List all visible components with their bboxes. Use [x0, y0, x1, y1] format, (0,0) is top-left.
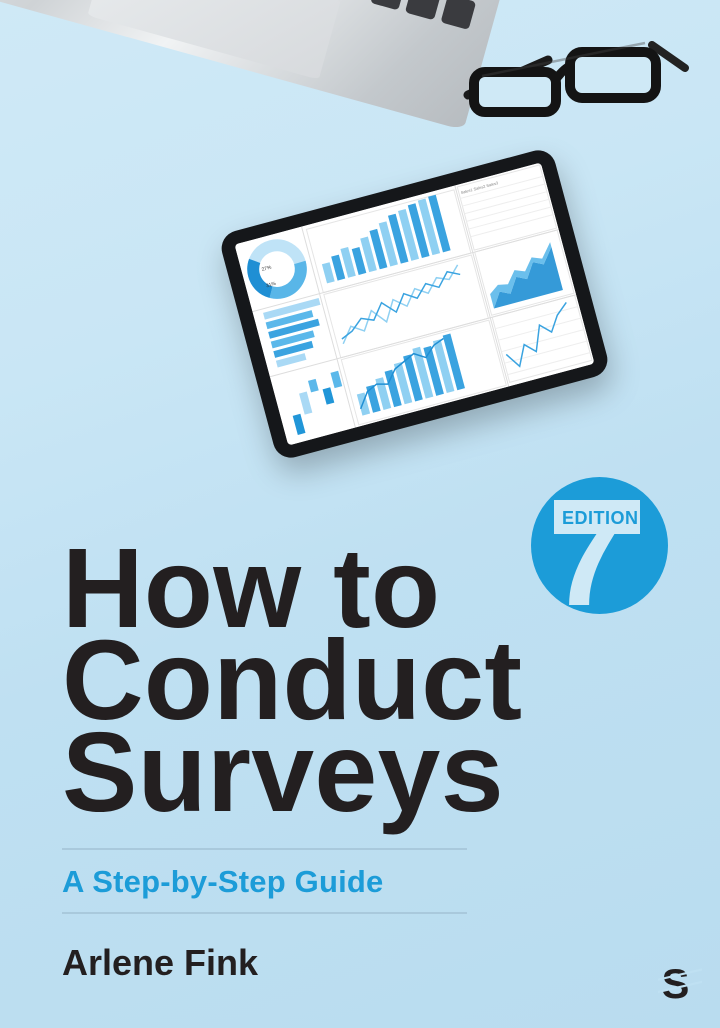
- svg-text:7: 7: [549, 478, 627, 616]
- svg-text:S: S: [662, 962, 690, 1006]
- svg-text:EDITION: EDITION: [562, 508, 639, 528]
